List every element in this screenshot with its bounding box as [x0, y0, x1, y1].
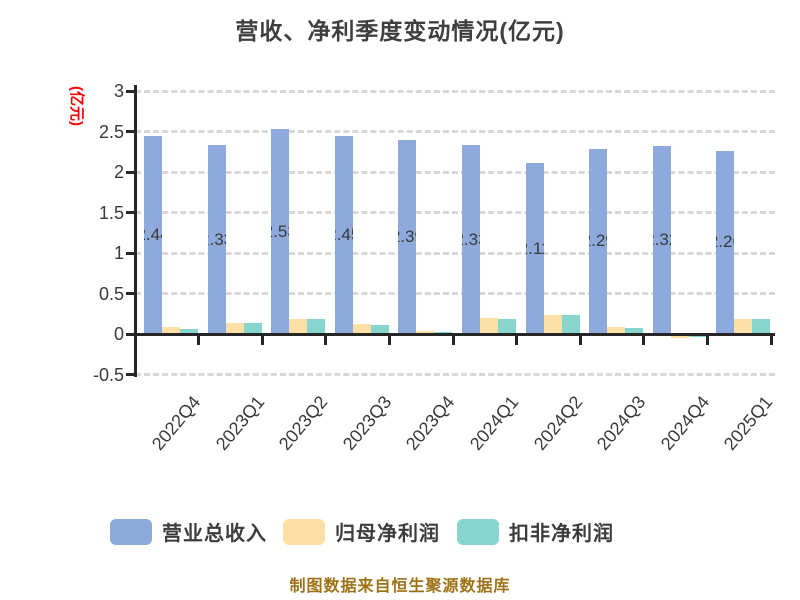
y-tick-label: 3 [113, 81, 124, 101]
y-axis-line [133, 85, 137, 377]
bar-nongaap-net-profit-2023Q2 [307, 319, 326, 334]
bar-net-profit-2025Q1 [734, 319, 753, 334]
bar-net-profit-2024Q4 [670, 334, 689, 339]
y-tick-label: 2 [113, 162, 124, 182]
x-category-label-2023Q1: 2023Q1 [211, 392, 268, 454]
x-tick [387, 334, 391, 345]
y-tick [126, 373, 134, 376]
bar-value-label: 2.26 [716, 232, 734, 252]
net-profit-swatch-icon [283, 518, 325, 545]
x-category-label-2024Q1: 2024Q1 [465, 392, 523, 454]
x-tick [769, 334, 773, 345]
y-tick-label: -0.5 [92, 364, 124, 385]
gridline [135, 211, 775, 214]
bar-revenue-2024Q3: 2.29 [589, 148, 608, 334]
y-tick-label: 2.5 [98, 121, 124, 142]
bar-net-profit-2023Q3 [352, 324, 371, 334]
bar-value-label: 2.33 [462, 229, 480, 249]
y-tick [126, 251, 134, 255]
bar-revenue-2023Q2: 2.53 [271, 129, 290, 334]
y-tick-label: 0 [113, 324, 124, 344]
bar-value-label: 2.53 [271, 221, 289, 241]
bar-nongaap-net-profit-2024Q1 [498, 319, 516, 334]
gridline [135, 89, 775, 93]
y-tick [126, 170, 134, 174]
legend-label-total-revenue: 营业总收入 [162, 523, 267, 545]
x-tick [197, 334, 201, 345]
x-tick [578, 334, 582, 345]
bar-revenue-2022Q4: 2.44 [144, 136, 162, 334]
total-revenue-swatch-icon [110, 518, 152, 545]
legend-item-nongaap-net-profit: 扣非净利润 [457, 517, 614, 546]
bar-value-label: 2.45 [335, 224, 353, 244]
x-category-label-2022Q4: 2022Q4 [147, 392, 205, 454]
y-tick-label: 0.5 [98, 283, 124, 304]
bar-revenue-2023Q3: 2.45 [334, 135, 353, 334]
bar-nongaap-net-profit-2024Q2 [561, 314, 580, 334]
bar-value-label: 2.11 [526, 238, 544, 258]
x-tick [451, 334, 455, 345]
legend-item-total-revenue: 营业总收入 [110, 517, 267, 546]
x-category-label-2024Q2: 2024Q2 [529, 392, 586, 454]
x-category-label-2025Q1: 2025Q1 [720, 392, 777, 454]
legend-label-nongaap-net-profit: 扣非净利润 [509, 523, 614, 545]
x-category-label-2023Q4: 2023Q4 [402, 392, 459, 454]
x-category-label-2024Q3: 2024Q3 [593, 392, 650, 454]
bar-nongaap-net-profit-2024Q4 [688, 334, 707, 338]
bar-nongaap-net-profit-2023Q1 [243, 322, 262, 334]
bar-revenue-2024Q2: 2.11 [525, 163, 544, 334]
y-tick [126, 292, 134, 295]
bar-net-profit-2023Q4 [416, 330, 435, 334]
chart-title: 营收、净利季度变动情况(亿元) [235, 18, 565, 44]
bar-net-profit-2024Q3 [607, 326, 626, 334]
bar-net-profit-2024Q1 [480, 317, 498, 334]
footer-note: 制图数据来自恒生聚源数据库 [289, 578, 511, 595]
y-tick-label: 1.5 [98, 202, 124, 223]
x-tick [515, 334, 519, 345]
legend-label-net-profit: 归母净利润 [335, 523, 440, 545]
x-tick [324, 334, 328, 345]
x-tick [642, 334, 646, 345]
x-category-label-2023Q3: 2023Q3 [338, 392, 396, 454]
bar-net-profit-2023Q1 [225, 323, 244, 334]
bar-revenue-2023Q4: 2.39 [398, 140, 417, 334]
bar-value-label: 2.32 [653, 230, 671, 250]
y-tick [126, 89, 134, 93]
gridline [135, 170, 775, 174]
bar-net-profit-2024Q2 [543, 314, 562, 334]
y-tick [126, 211, 134, 214]
y-tick-label: 1 [113, 243, 124, 263]
x-tick [260, 334, 264, 345]
legend-item-net-profit: 归母净利润 [283, 517, 440, 546]
bar-value-label: 2.33 [208, 229, 226, 249]
bar-net-profit-2022Q4 [162, 326, 180, 334]
bar-revenue-2025Q1: 2.26 [716, 150, 735, 334]
bar-revenue-2024Q1: 2.33 [462, 145, 480, 334]
legend: 营业总收入 归母净利润 扣非净利润 [0, 517, 800, 547]
bar-value-label: 2.29 [589, 231, 607, 251]
y-tick [126, 130, 134, 133]
gridline [135, 251, 775, 255]
bar-nongaap-net-profit-2025Q1 [752, 319, 771, 334]
nongaap-net-profit-swatch-icon [457, 518, 499, 545]
y-tick [126, 332, 134, 336]
gridline [135, 130, 775, 133]
bar-nongaap-net-profit-2023Q3 [370, 325, 389, 334]
bar-value-label: 2.44 [144, 225, 162, 245]
x-category-label-2024Q4: 2024Q4 [656, 392, 714, 454]
bar-revenue-2024Q4: 2.32 [652, 146, 671, 334]
bar-nongaap-net-profit-2024Q3 [625, 328, 644, 334]
bar-nongaap-net-profit-2022Q4 [180, 329, 198, 334]
gridline [135, 373, 775, 376]
bar-revenue-2023Q1: 2.33 [207, 145, 226, 334]
bar-value-label: 2.39 [398, 227, 416, 247]
x-category-label-2023Q2: 2023Q2 [275, 392, 332, 454]
bar-net-profit-2023Q2 [289, 319, 308, 334]
x-tick [705, 334, 709, 345]
gridline [135, 292, 775, 295]
